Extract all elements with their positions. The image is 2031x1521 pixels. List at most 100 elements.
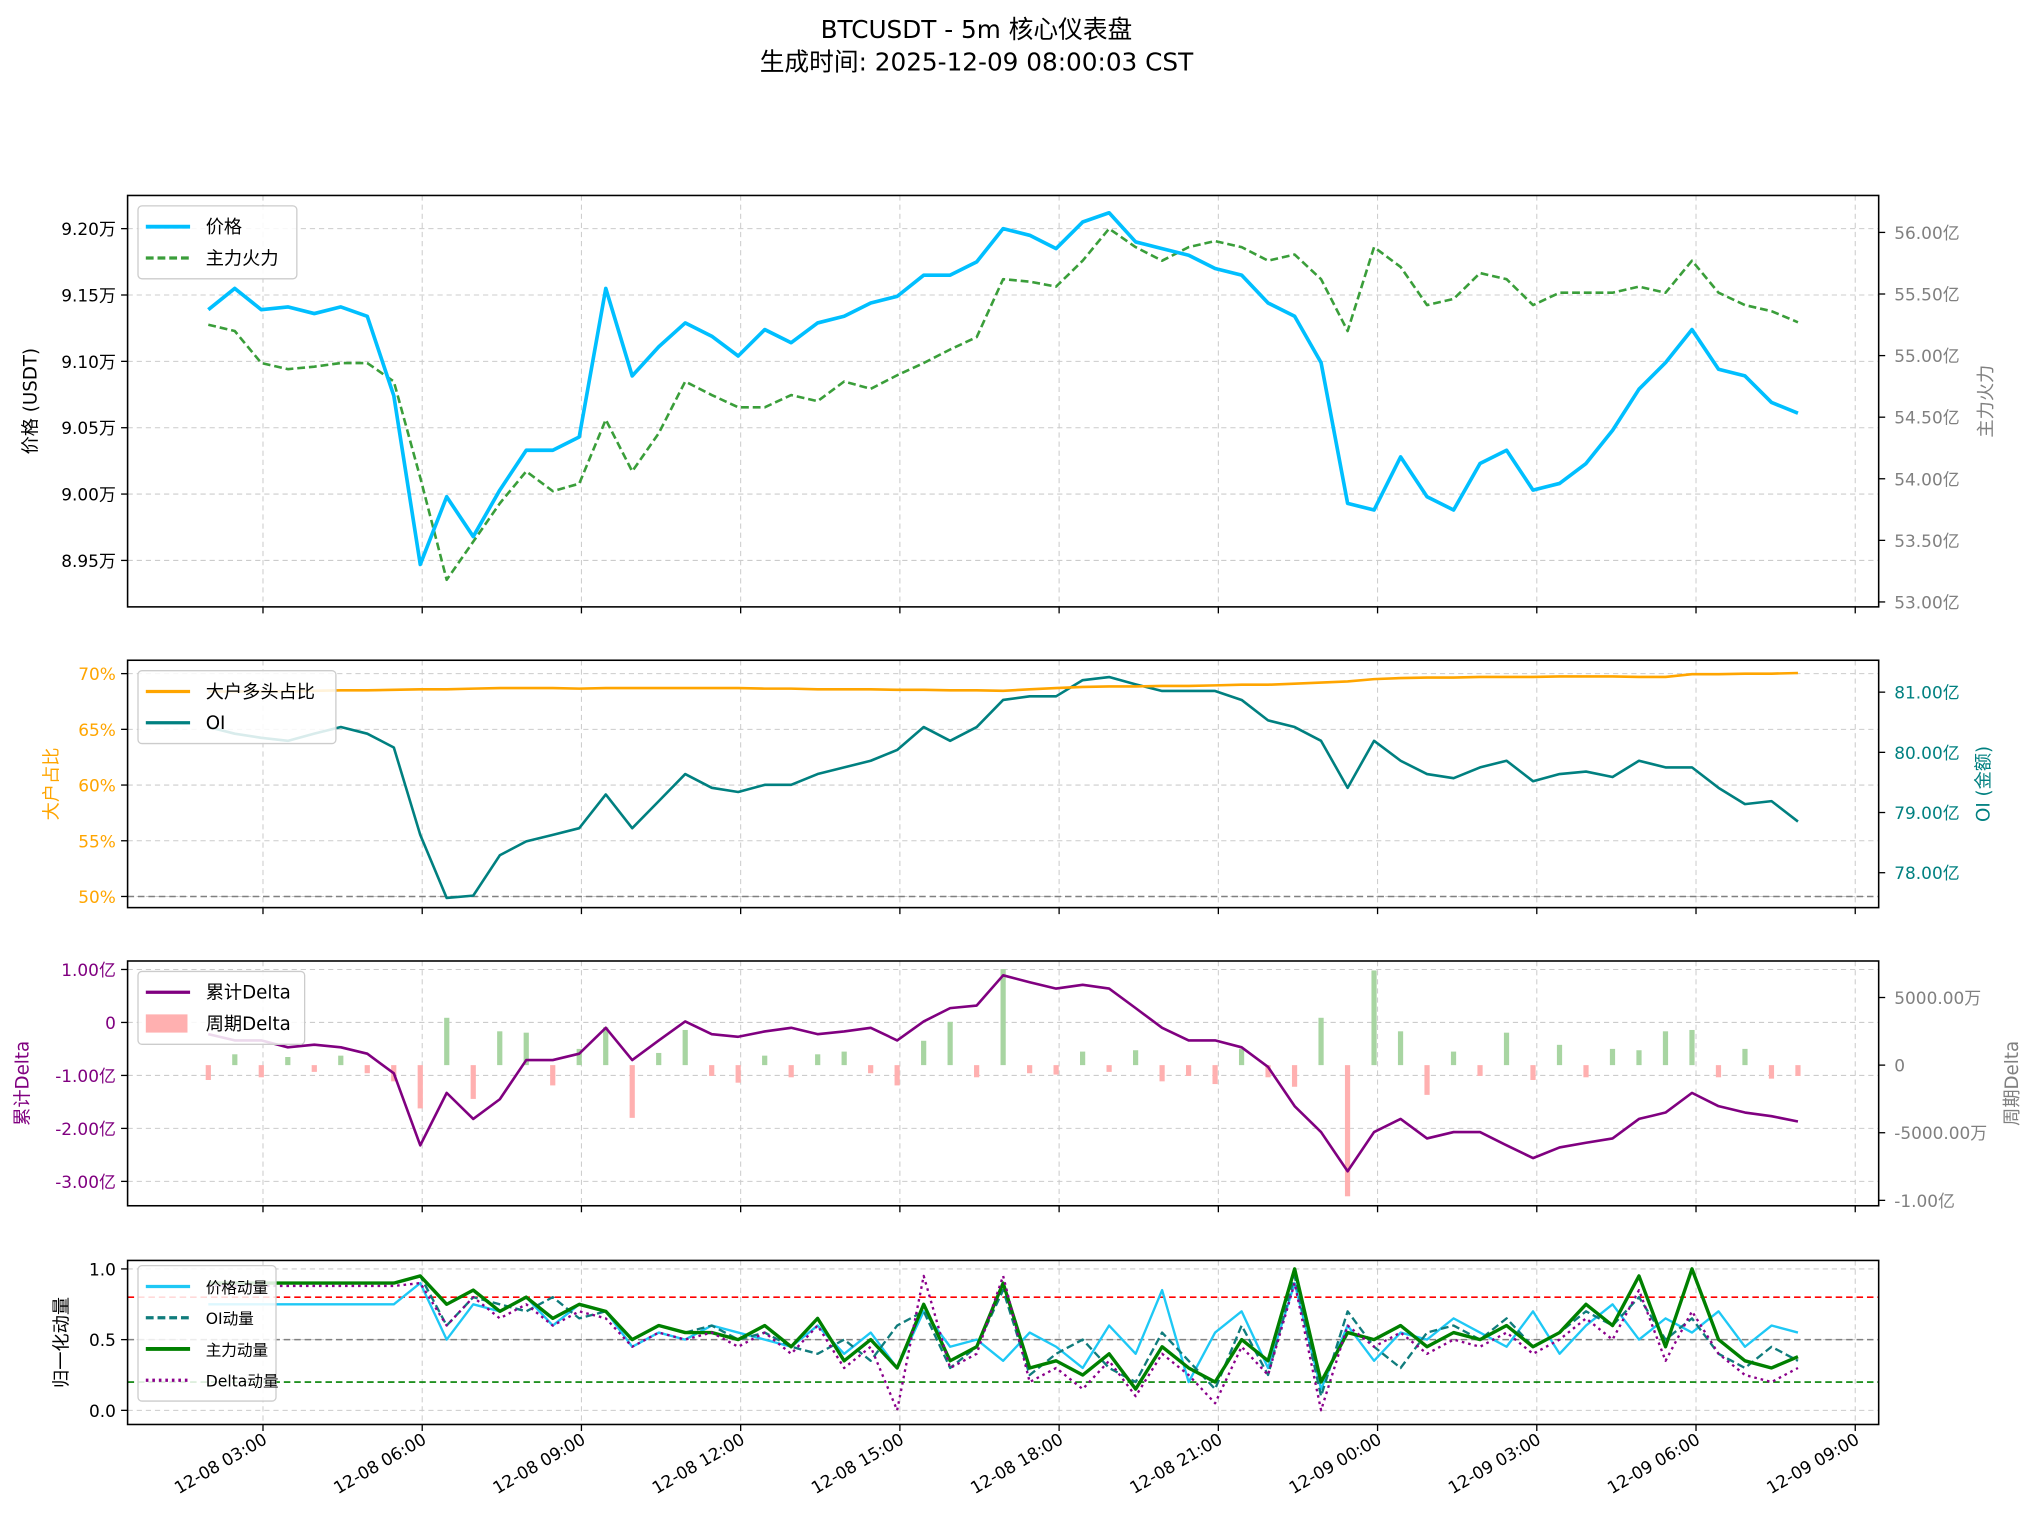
- y-right-tick-label: 78.00亿: [1894, 863, 1959, 883]
- legend-label: Delta动量: [206, 1373, 279, 1391]
- period-delta-bar-positive: [1689, 1029, 1695, 1066]
- period-delta-bar-negative: [1106, 1065, 1112, 1072]
- y-right-tick-label: 79.00亿: [1894, 803, 1959, 823]
- y-right-tick-label: -1.00亿: [1894, 1191, 1955, 1211]
- y-tick-label: 8.95万: [61, 551, 116, 571]
- period-delta-bar-positive: [338, 1055, 344, 1066]
- x-tick-label: 12-09 03:00: [1445, 1429, 1544, 1498]
- period-delta-bar-positive: [576, 1048, 582, 1066]
- x-tick-label: 12-09 00:00: [1285, 1429, 1384, 1498]
- y-axis-label: 主力火力: [1976, 365, 1997, 438]
- legend-label: 价格动量: [206, 1279, 268, 1297]
- y-right-tick-label: 5000.00万: [1894, 988, 1981, 1008]
- chart-subtitle: 生成时间: 2025-12-09 08:00:03 CST: [760, 47, 1194, 76]
- period-delta-bar-positive: [523, 1032, 529, 1066]
- period-delta-bar-positive: [841, 1051, 847, 1066]
- x-tick-label: 12-09 06:00: [1604, 1429, 1703, 1498]
- y-tick-label: 1.00亿: [61, 960, 116, 980]
- legend: 累计Delta 周期Delta: [137, 970, 306, 1045]
- x-tick-label: 12-08 18:00: [967, 1429, 1066, 1498]
- period-delta-bar-positive: [1742, 1048, 1748, 1066]
- x-tick-label: 12-08 12:00: [648, 1429, 747, 1498]
- y-axis-label: 周期Delta: [2002, 1041, 2023, 1126]
- plot-frame: [126, 659, 1880, 909]
- period-delta-bar-negative: [629, 1065, 635, 1118]
- y-tick-label: 9.15万: [61, 286, 116, 306]
- period-delta-bar-positive: [1318, 1017, 1324, 1066]
- period-delta-bar-negative: [1053, 1065, 1059, 1075]
- y-right-tick-label: 54.00亿: [1894, 469, 1959, 489]
- y-axis-label: 大户占比: [41, 747, 62, 820]
- period-delta-bar-negative: [1027, 1065, 1033, 1074]
- y-tick-label: -2.00亿: [55, 1119, 116, 1139]
- period-delta-bar-positive: [285, 1057, 291, 1066]
- period-delta-bar-negative: [550, 1065, 556, 1086]
- period-delta-bar-positive: [497, 1031, 503, 1066]
- legend-label: 周期Delta: [206, 1014, 291, 1035]
- period-delta-bar-positive: [444, 1017, 450, 1066]
- period-delta-bar-positive: [1662, 1031, 1669, 1066]
- y-tick-label: 55%: [78, 831, 116, 851]
- period-delta-bar-positive: [1609, 1048, 1616, 1066]
- legend-box: [137, 1264, 277, 1402]
- period-delta-bar-positive: [232, 1054, 238, 1066]
- legend-label: 主力动量: [206, 1341, 268, 1359]
- period-delta-bar-negative: [1768, 1065, 1775, 1079]
- legend: 大户多头占比 OI: [137, 670, 337, 745]
- y-right-tick-label: 80.00亿: [1894, 743, 1959, 763]
- period-delta-bar-negative: [735, 1065, 741, 1083]
- chart-title: BTCUSDT - 5m 核心仪表盘: [821, 15, 1133, 44]
- y-axis-label: 累计Delta: [13, 1041, 34, 1126]
- legend-label: 价格: [206, 217, 242, 238]
- period-delta-bar-negative: [1715, 1065, 1722, 1078]
- y-right-tick-label: 81.00亿: [1894, 683, 1959, 703]
- y-right-tick-label: -5000.00万: [1894, 1123, 1987, 1143]
- y-axis-label: OI (金额): [1973, 746, 1994, 822]
- y-tick-label: 0.0: [89, 1401, 116, 1421]
- period-delta-bar-positive: [1503, 1032, 1510, 1066]
- y-tick-label: 0: [105, 1013, 116, 1033]
- y-tick-label: 1.0: [89, 1259, 116, 1279]
- period-delta-bar-negative: [1795, 1065, 1801, 1076]
- period-delta-bar-negative: [364, 1065, 370, 1074]
- period-delta-bar-negative: [1291, 1065, 1298, 1087]
- delta-momentum-line: [208, 1274, 1799, 1412]
- plot-frame: [126, 194, 1880, 608]
- period-delta-bar-negative: [417, 1065, 423, 1109]
- y-tick-label: 9.10万: [61, 352, 116, 372]
- period-delta-bar-positive: [1636, 1050, 1642, 1066]
- period-delta-bar-positive: [1080, 1051, 1086, 1066]
- force-line: [208, 227, 1799, 582]
- plot-background: [127, 195, 1879, 607]
- period-delta-bar-negative: [311, 1065, 317, 1072]
- period-delta-bar-positive: [1132, 1050, 1139, 1066]
- period-delta-bar-positive: [603, 1027, 609, 1066]
- price-momentum-line: [208, 1281, 1799, 1391]
- period-delta-bar-positive: [656, 1052, 662, 1066]
- y-tick-label: 0.5: [89, 1330, 116, 1350]
- legend-label: OI: [206, 713, 226, 734]
- plot-frame: [126, 960, 1880, 1207]
- period-delta-bar-positive: [815, 1054, 821, 1066]
- period-delta-bar-negative: [1265, 1065, 1271, 1078]
- x-tick-label: 12-09 09:00: [1763, 1429, 1862, 1498]
- legend-swatch: [145, 1014, 188, 1033]
- period-delta-bar-negative: [1477, 1065, 1483, 1076]
- legend-box: [137, 205, 298, 280]
- period-delta-bar-positive: [1000, 969, 1006, 1066]
- y-right-tick-label: 55.50亿: [1894, 285, 1959, 305]
- y-tick-label: -3.00亿: [55, 1172, 116, 1192]
- period-delta-bar-negative: [1159, 1065, 1165, 1082]
- legend-label: 大户多头占比: [206, 682, 315, 703]
- legend-label: 累计Delta: [206, 983, 291, 1004]
- period-delta-bar-positive: [1450, 1051, 1457, 1066]
- y-tick-label: 9.20万: [61, 219, 116, 239]
- y-right-tick-label: 53.50亿: [1894, 531, 1959, 551]
- y-tick-label: 60%: [78, 776, 116, 796]
- period-delta-bar-negative: [205, 1065, 211, 1080]
- legend-box: [137, 670, 337, 745]
- period-delta-bar-negative: [1530, 1065, 1536, 1080]
- period-delta-bar-negative: [258, 1065, 264, 1078]
